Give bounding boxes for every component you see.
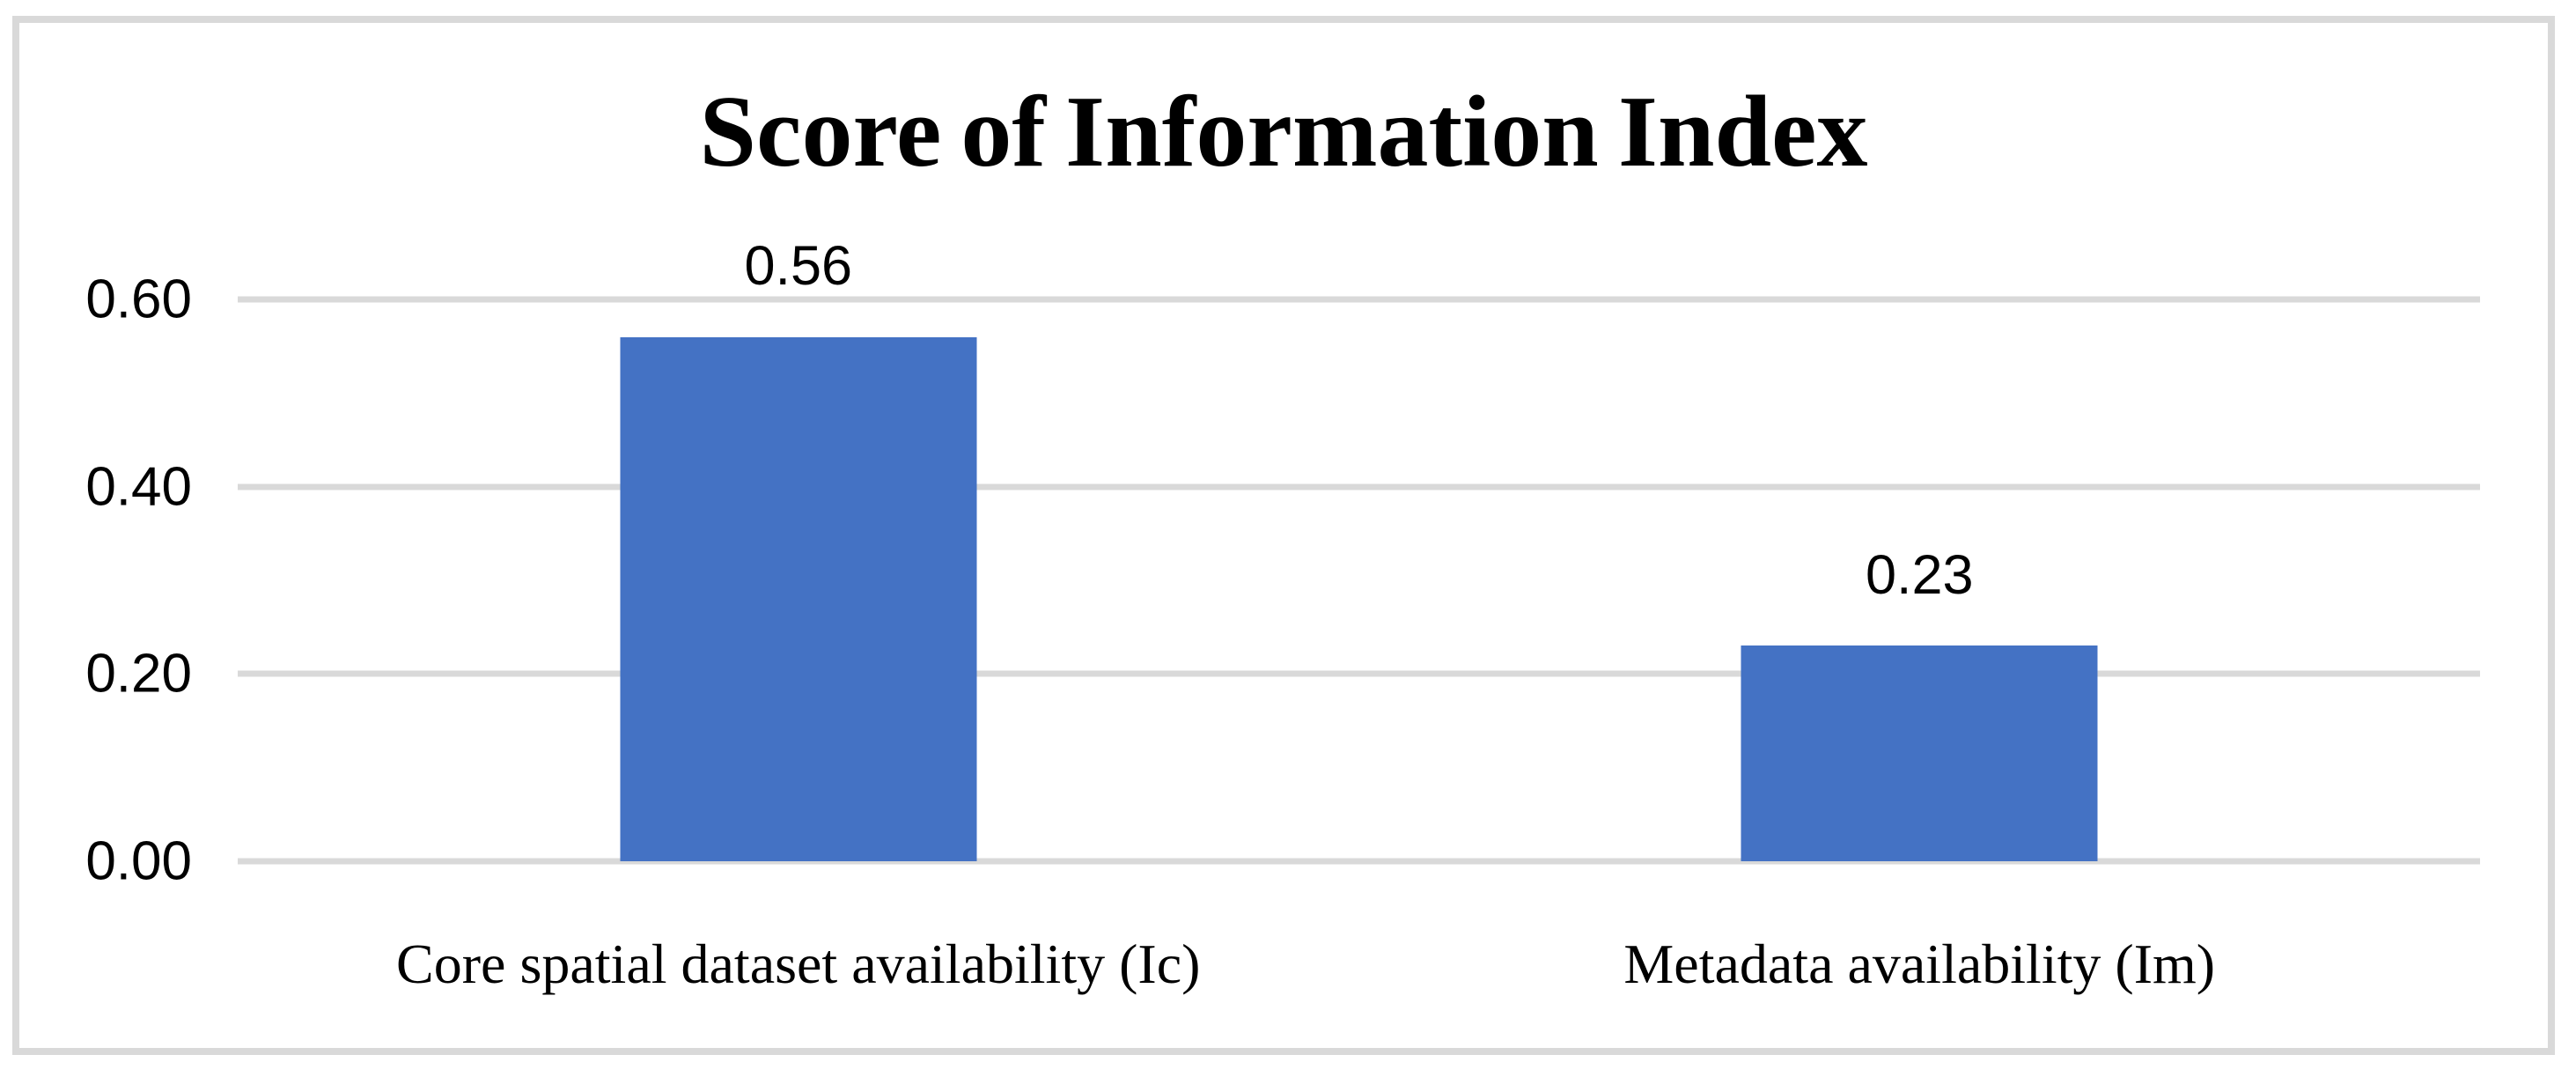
bar-slot-metadata: 0.23 <box>1741 299 2098 861</box>
y-axis-tick-label: 0.40 <box>85 456 192 518</box>
chart-title: Score of Information Index <box>699 76 1868 188</box>
y-axis-tick-label: 0.00 <box>85 830 192 892</box>
plot-area: 0.56 0.23 <box>238 235 2480 865</box>
data-label-core-spatial: 0.56 <box>744 235 853 298</box>
x-axis-line <box>238 858 2480 865</box>
category-label-core-spatial: Core spatial dataset availability (Ic) <box>396 933 1201 995</box>
y-axis-tick-label: 0.20 <box>85 643 192 704</box>
category-label-metadata: Metadata availability (Im) <box>1623 933 2216 995</box>
chart-border: Score of Information Index 0.60 0.40 0.2… <box>12 16 2555 1055</box>
bar-core-spatial-dataset-availability <box>620 336 977 861</box>
bar-metadata-availability <box>1741 645 2098 861</box>
data-label-metadata: 0.23 <box>1865 544 1974 607</box>
gridline <box>238 296 2480 303</box>
y-axis: 0.60 0.40 0.20 0.00 <box>26 269 192 892</box>
gridline <box>238 483 2480 491</box>
bar-slot-core-spatial: 0.56 <box>620 235 977 861</box>
y-axis-tick-label: 0.60 <box>85 269 192 330</box>
x-axis: Core spatial dataset availability (Ic) M… <box>238 929 2480 1008</box>
gridline <box>238 670 2480 677</box>
